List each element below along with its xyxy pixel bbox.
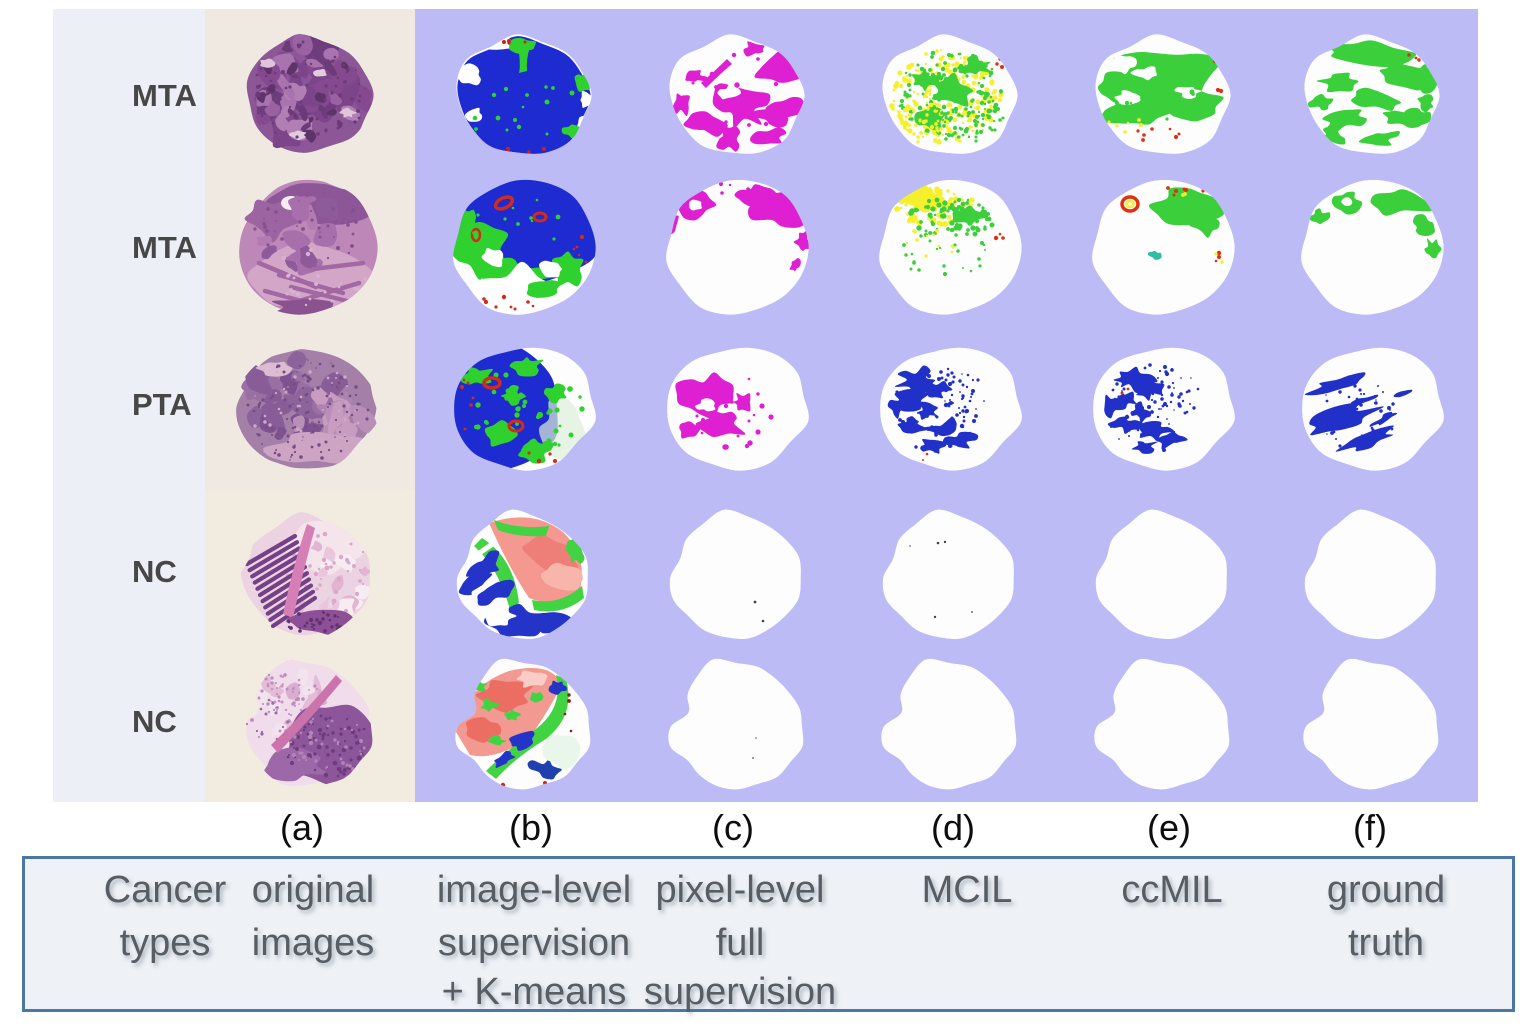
svg-text:(c): (c)	[712, 807, 754, 848]
svg-text:MTA: MTA	[132, 230, 197, 265]
svg-text:MTA: MTA	[132, 78, 197, 113]
svg-text:(e): (e)	[1147, 807, 1191, 848]
svg-text:truth: truth	[1348, 922, 1424, 964]
svg-text:pixel-level: pixel-level	[656, 869, 825, 911]
svg-text:Cancer: Cancer	[104, 869, 227, 911]
svg-text:PTA: PTA	[132, 387, 192, 422]
svg-text:images: images	[252, 922, 375, 964]
svg-text:full: full	[716, 922, 765, 964]
svg-text:MCIL: MCIL	[922, 869, 1013, 911]
svg-text:(a): (a)	[280, 807, 324, 848]
svg-text:supervision: supervision	[644, 971, 836, 1013]
svg-text:supervision: supervision	[438, 922, 630, 964]
svg-text:ccMIL: ccMIL	[1121, 869, 1222, 911]
svg-text:original: original	[252, 869, 375, 911]
svg-text:(f): (f)	[1353, 807, 1387, 848]
svg-text:ground: ground	[1327, 869, 1445, 911]
svg-text:types: types	[120, 922, 211, 964]
svg-text:NC: NC	[132, 554, 177, 589]
svg-text:+ K-means: + K-means	[442, 971, 627, 1013]
svg-text:(b): (b)	[509, 807, 553, 848]
svg-text:(d): (d)	[931, 807, 975, 848]
svg-text:NC: NC	[132, 704, 177, 739]
svg-text:image-level: image-level	[437, 869, 631, 911]
